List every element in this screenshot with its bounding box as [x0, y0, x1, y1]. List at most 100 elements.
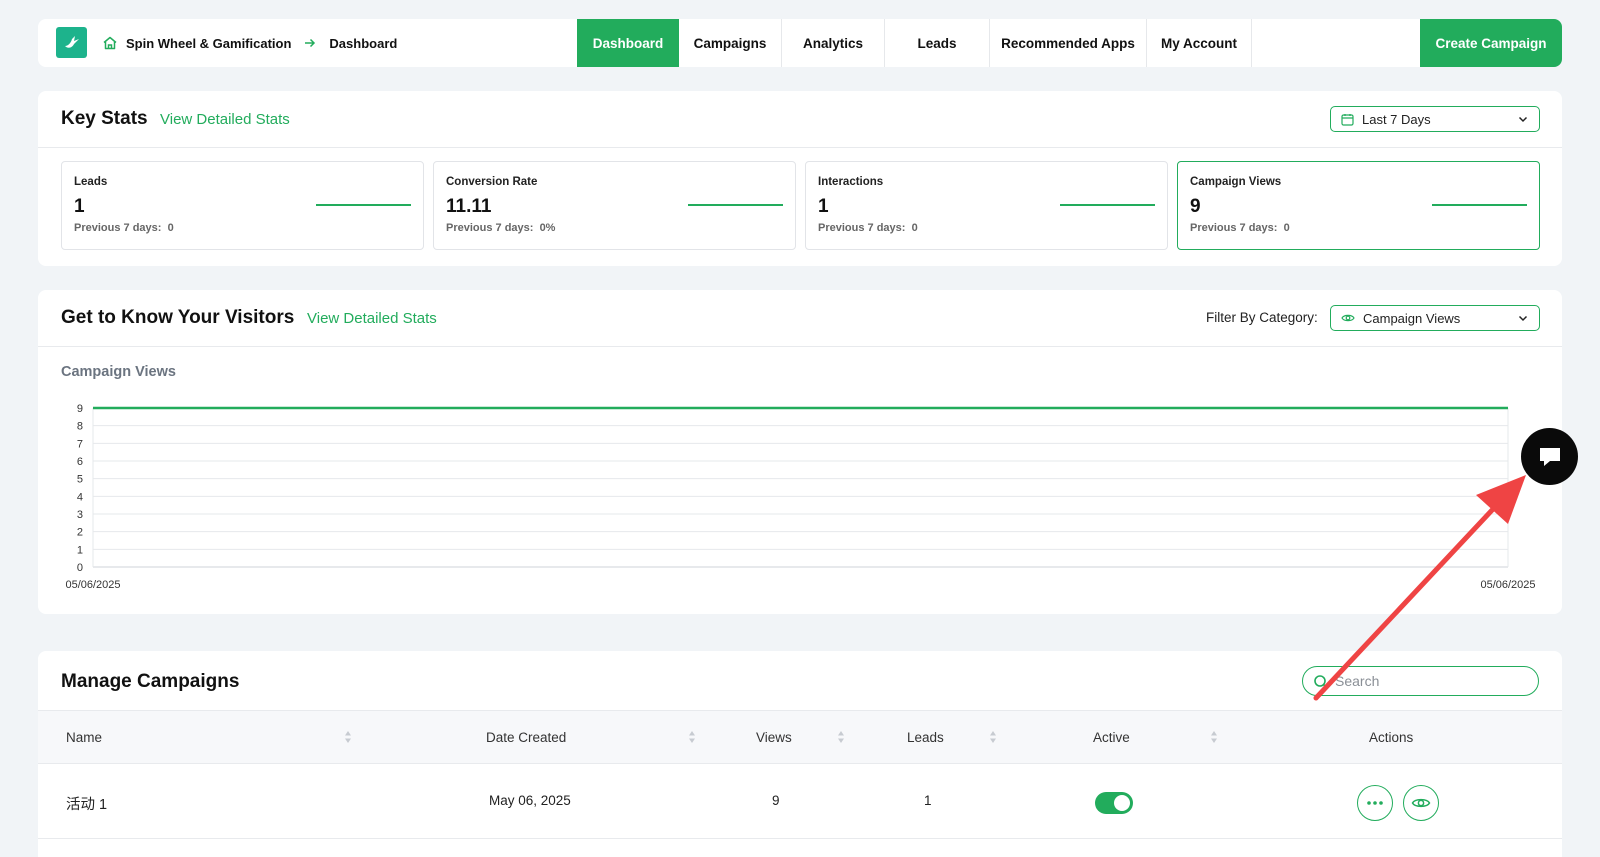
filter-label: Filter By Category: — [1206, 310, 1318, 325]
stat-card-campaign-views[interactable]: Campaign Views 9 Previous 7 days: 0 — [1177, 161, 1540, 250]
eye-icon — [1411, 798, 1431, 808]
y-tick-label: 2 — [77, 527, 83, 539]
stat-previous: Previous 7 days: 0 — [1190, 222, 1290, 234]
campaign-name[interactable]: 活动 1 — [66, 797, 108, 813]
column-header-name[interactable]: Name — [66, 730, 103, 745]
sort-icon[interactable] — [989, 730, 997, 744]
bird-logo-icon[interactable] — [56, 27, 87, 58]
visitors-title: Get to Know Your Visitors — [61, 307, 295, 328]
chevron-down-icon — [1517, 113, 1529, 125]
chat-widget-button[interactable] — [1521, 428, 1578, 485]
column-header-date-created[interactable]: Date Created — [486, 730, 567, 745]
column-header-leads[interactable]: Leads — [907, 730, 944, 745]
manage-campaigns-section: Manage Campaigns Name Date Created Views… — [38, 651, 1562, 857]
campaign-date: May 06, 2025 — [489, 793, 571, 808]
breadcrumb-app-name[interactable]: Spin Wheel & Gamification — [126, 35, 292, 51]
nav-my-account[interactable]: My Account — [1147, 19, 1252, 67]
visitors-detailed-link[interactable]: View Detailed Stats — [307, 310, 437, 327]
stat-label: Conversion Rate — [446, 176, 538, 188]
campaign-views-chart: 0 1 2 3 4 5 6 7 8 9 05/06/2025 05/06/2025 — [65, 403, 1535, 591]
stat-previous-value: 0% — [539, 222, 556, 234]
sort-icon[interactable] — [837, 730, 845, 744]
y-tick-label: 7 — [77, 438, 83, 450]
manage-campaigns-title: Manage Campaigns — [61, 671, 240, 692]
search-icon — [1313, 674, 1329, 690]
chat-bubble-icon — [1539, 447, 1560, 466]
key-stats-section: Key Stats View Detailed Stats Last 7 Day… — [38, 91, 1562, 266]
stat-sparkline — [1432, 204, 1527, 206]
key-stats-detailed-link[interactable]: View Detailed Stats — [160, 111, 290, 128]
date-range-dropdown[interactable]: Last 7 Days — [1330, 106, 1540, 132]
stat-sparkline — [1060, 204, 1155, 206]
x-tick-label: 05/06/2025 — [1480, 579, 1535, 591]
active-toggle[interactable] — [1095, 792, 1133, 814]
x-tick-label: 05/06/2025 — [65, 579, 120, 591]
column-header-actions: Actions — [1369, 730, 1414, 745]
stat-sparkline — [316, 204, 411, 206]
calendar-icon — [1341, 113, 1354, 126]
date-range-value: Last 7 Days — [1362, 111, 1431, 127]
main-nav: Dashboard Campaigns Analytics Leads Reco… — [577, 19, 1252, 67]
stat-label: Campaign Views — [1190, 176, 1282, 188]
stat-previous: Previous 7 days: 0% — [446, 222, 555, 234]
stat-label: Leads — [74, 176, 108, 188]
stat-previous-label: Previous 7 days: — [818, 222, 906, 234]
preview-button[interactable] — [1403, 785, 1439, 821]
nav-dashboard[interactable]: Dashboard — [577, 19, 679, 67]
table-row: 活动 1 May 06, 2025 9 1 — [38, 764, 1562, 839]
home-icon[interactable] — [102, 35, 118, 51]
more-horizontal-icon — [1367, 801, 1383, 805]
sort-icon[interactable] — [344, 730, 352, 744]
stat-value: 1 — [818, 196, 829, 217]
y-tick-label: 5 — [77, 474, 83, 486]
key-stats-header: Key Stats View Detailed Stats Last 7 Day… — [38, 91, 1562, 148]
stat-value: 11.11 — [446, 196, 492, 217]
y-tick-label: 9 — [77, 403, 83, 415]
nav-leads[interactable]: Leads — [885, 19, 990, 67]
more-options-button[interactable] — [1357, 785, 1393, 821]
nav-recommended-apps[interactable]: Recommended Apps — [990, 19, 1147, 67]
stat-card-interactions[interactable]: Interactions 1 Previous 7 days: 0 — [805, 161, 1168, 250]
category-filter-value: Campaign Views — [1363, 310, 1461, 326]
stat-value: 9 — [1190, 196, 1201, 217]
search-input[interactable] — [1335, 671, 1530, 691]
column-header-views[interactable]: Views — [756, 730, 792, 745]
stat-card-conversion-rate[interactable]: Conversion Rate 11.11 Previous 7 days: 0… — [433, 161, 796, 250]
y-tick-label: 3 — [77, 509, 83, 521]
toggle-knob — [1114, 795, 1130, 811]
stat-card-leads[interactable]: Leads 1 Previous 7 days: 0 — [61, 161, 424, 250]
stat-previous-value: 0 — [1283, 222, 1290, 234]
chart-title: Campaign Views — [61, 364, 176, 380]
key-stats-title: Key Stats — [61, 108, 148, 129]
stat-previous-value: 0 — [911, 222, 918, 234]
y-tick-label: 4 — [77, 491, 83, 503]
stat-label: Interactions — [818, 176, 884, 188]
stat-previous: Previous 7 days: 0 — [74, 222, 174, 234]
nav-campaigns[interactable]: Campaigns — [679, 19, 782, 67]
campaigns-table-header: Name Date Created Views Leads Active Act… — [38, 710, 1562, 764]
category-filter-dropdown[interactable]: Campaign Views — [1330, 305, 1540, 331]
top-navigation-bar: Spin Wheel & Gamification Dashboard Dash… — [38, 19, 1562, 67]
y-tick-label: 1 — [77, 544, 83, 556]
stat-value: 1 — [74, 196, 85, 217]
y-tick-label: 0 — [77, 562, 83, 574]
breadcrumb-current-page: Dashboard — [329, 35, 398, 51]
search-box[interactable] — [1302, 666, 1539, 696]
column-header-active[interactable]: Active — [1093, 730, 1130, 745]
sort-icon[interactable] — [1210, 730, 1218, 744]
stat-previous-value: 0 — [167, 222, 174, 234]
sort-icon[interactable] — [688, 730, 696, 744]
stat-previous-label: Previous 7 days: — [1190, 222, 1278, 234]
visitors-section: Get to Know Your Visitors View Detailed … — [38, 290, 1562, 614]
stat-previous-label: Previous 7 days: — [74, 222, 162, 234]
y-tick-label: 6 — [77, 456, 83, 468]
breadcrumb: Spin Wheel & Gamification Dashboard — [102, 19, 397, 67]
stat-sparkline — [688, 204, 783, 206]
visitors-header: Get to Know Your Visitors View Detailed … — [38, 290, 1562, 347]
y-tick-label: 8 — [77, 421, 83, 433]
campaign-leads: 1 — [924, 793, 932, 808]
stat-previous: Previous 7 days: 0 — [818, 222, 918, 234]
campaign-views: 9 — [772, 793, 780, 808]
create-campaign-button[interactable]: Create Campaign — [1420, 19, 1562, 67]
nav-analytics[interactable]: Analytics — [782, 19, 885, 67]
